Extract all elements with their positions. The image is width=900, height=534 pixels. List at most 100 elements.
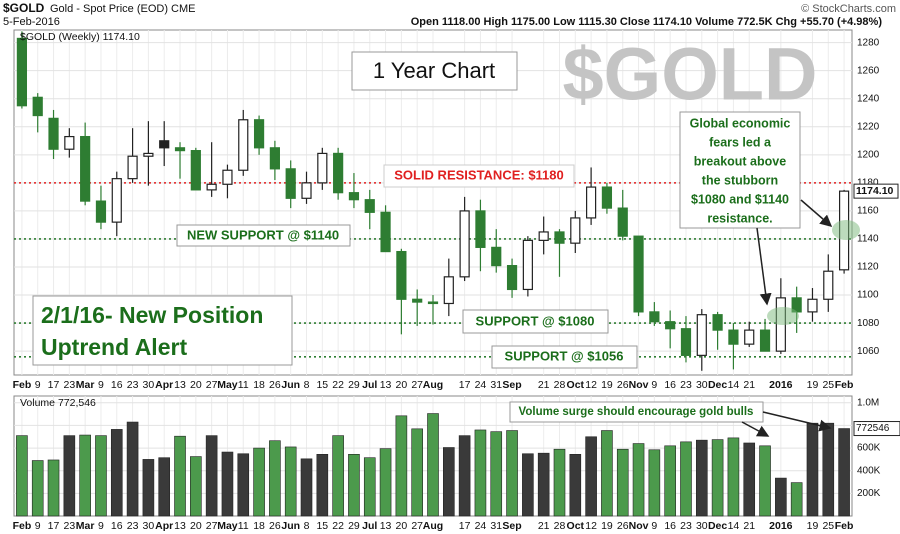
volume-bar bbox=[205, 435, 218, 517]
volume-bar bbox=[47, 459, 60, 517]
chart-label-box bbox=[351, 51, 518, 91]
candle-body bbox=[238, 119, 249, 171]
candle-body bbox=[427, 301, 439, 305]
candle-body bbox=[127, 155, 138, 180]
x-tick-label: 22 bbox=[332, 520, 344, 532]
x-tick-label: 16 bbox=[111, 520, 123, 532]
support-label: NEW SUPPORT @ $1140 bbox=[187, 227, 339, 242]
candle-body bbox=[443, 276, 454, 305]
y-tick-label: 1060 bbox=[857, 346, 880, 357]
x-tick-label: 26 bbox=[269, 520, 281, 532]
volume-bar bbox=[284, 446, 297, 517]
volume-bar bbox=[237, 453, 250, 517]
date: 5-Feb-2016 bbox=[3, 16, 60, 28]
support-box bbox=[491, 345, 638, 369]
candle-body bbox=[601, 186, 613, 209]
candle-body bbox=[174, 147, 186, 152]
y-tick-label: 1260 bbox=[857, 65, 880, 76]
x-tick-label: Nov bbox=[629, 520, 649, 532]
x-tick-label: 29 bbox=[348, 379, 360, 391]
volume-bar bbox=[506, 430, 518, 517]
comment-box bbox=[679, 111, 801, 229]
y-tick-label: 1220 bbox=[857, 121, 880, 132]
volume-bar bbox=[711, 439, 724, 517]
x-tick-label: Feb bbox=[13, 379, 32, 391]
candle-body bbox=[396, 250, 407, 300]
volume-bar bbox=[411, 428, 423, 517]
x-tick-label: 24 bbox=[475, 379, 487, 391]
candle-body bbox=[759, 329, 771, 352]
x-tick-label: 26 bbox=[269, 379, 281, 391]
candle-body bbox=[111, 178, 122, 223]
volume-bar bbox=[743, 442, 756, 517]
candle-body bbox=[253, 119, 265, 149]
x-tick-label: May bbox=[217, 520, 238, 532]
x-tick-label: 17 bbox=[48, 379, 60, 391]
volume-bar bbox=[790, 482, 803, 517]
x-tick-label: 28 bbox=[554, 379, 566, 391]
candle-body bbox=[222, 169, 233, 185]
x-tick-label: 28 bbox=[554, 520, 566, 532]
y-tick-label: 600K bbox=[857, 443, 881, 454]
candle-body bbox=[696, 314, 707, 356]
x-tick-label: 23 bbox=[63, 379, 75, 391]
x-tick-label: Aug bbox=[423, 520, 443, 532]
alert-box bbox=[32, 295, 293, 366]
x-tick-label: Jul bbox=[362, 379, 377, 391]
candle-body bbox=[586, 186, 597, 219]
candle-body bbox=[64, 135, 75, 150]
y-tick-label: 1280 bbox=[857, 37, 880, 48]
x-tick-label: 8 bbox=[304, 520, 310, 532]
candle-body bbox=[823, 270, 834, 300]
x-tick-label: 2016 bbox=[769, 379, 793, 391]
volume-bar bbox=[727, 437, 740, 517]
candle-body bbox=[380, 211, 391, 253]
x-tick-label: 9 bbox=[98, 379, 104, 391]
y-tick-label: 1120 bbox=[857, 262, 879, 273]
x-tick-label: Mar bbox=[76, 520, 95, 532]
x-tick-label: 30 bbox=[696, 379, 708, 391]
marks bbox=[16, 31, 850, 517]
volume-bar bbox=[569, 454, 582, 517]
y-tick-label: 200K bbox=[857, 488, 881, 499]
x-tick-label: 23 bbox=[680, 520, 692, 532]
candle-body bbox=[570, 217, 581, 244]
x-tick-label: 23 bbox=[127, 379, 139, 391]
x-tick-label: 12 bbox=[585, 379, 597, 391]
x-tick-label: 13 bbox=[380, 379, 392, 391]
candle-body bbox=[301, 182, 312, 199]
volume-bar bbox=[474, 429, 487, 517]
x-tick-label: Apr bbox=[155, 379, 173, 391]
x-tick-label: Feb bbox=[835, 379, 854, 391]
volume-bar bbox=[316, 454, 329, 517]
candle-body bbox=[538, 231, 549, 241]
x-tick-label: 9 bbox=[35, 379, 41, 391]
candle-body bbox=[712, 314, 723, 331]
x-tick-label: 18 bbox=[253, 379, 265, 391]
volume-bar bbox=[253, 447, 265, 517]
x-tick-label: 13 bbox=[174, 379, 186, 391]
x-tick-label: Oct bbox=[567, 520, 585, 532]
candle-body bbox=[491, 246, 502, 267]
volume-bar bbox=[664, 445, 676, 517]
x-tick-label: 20 bbox=[396, 520, 408, 532]
volume-bar bbox=[695, 439, 708, 517]
volume-bar bbox=[363, 457, 376, 517]
x-tick-label: 23 bbox=[127, 520, 139, 532]
y-tick-label: 1080 bbox=[857, 318, 880, 329]
volume-note: Volume surge should encourage gold bulls bbox=[519, 406, 754, 418]
x-tick-label: May bbox=[217, 379, 238, 391]
x-tick-label: 21 bbox=[743, 520, 755, 532]
x-tick-label: 30 bbox=[696, 520, 708, 532]
x-tick-label: 27 bbox=[206, 379, 218, 391]
volume-bar bbox=[553, 448, 566, 517]
resistance-box bbox=[383, 164, 575, 188]
x-tick-label: Oct bbox=[567, 379, 585, 391]
x-tick-label: 23 bbox=[680, 379, 692, 391]
x-tick-label: Dec bbox=[708, 379, 727, 391]
x-tick-label: 9 bbox=[98, 520, 104, 532]
candle-body bbox=[728, 329, 739, 345]
x-tick-label: Jul bbox=[362, 520, 377, 532]
candle-body bbox=[348, 192, 360, 201]
volume-bar bbox=[838, 428, 850, 517]
